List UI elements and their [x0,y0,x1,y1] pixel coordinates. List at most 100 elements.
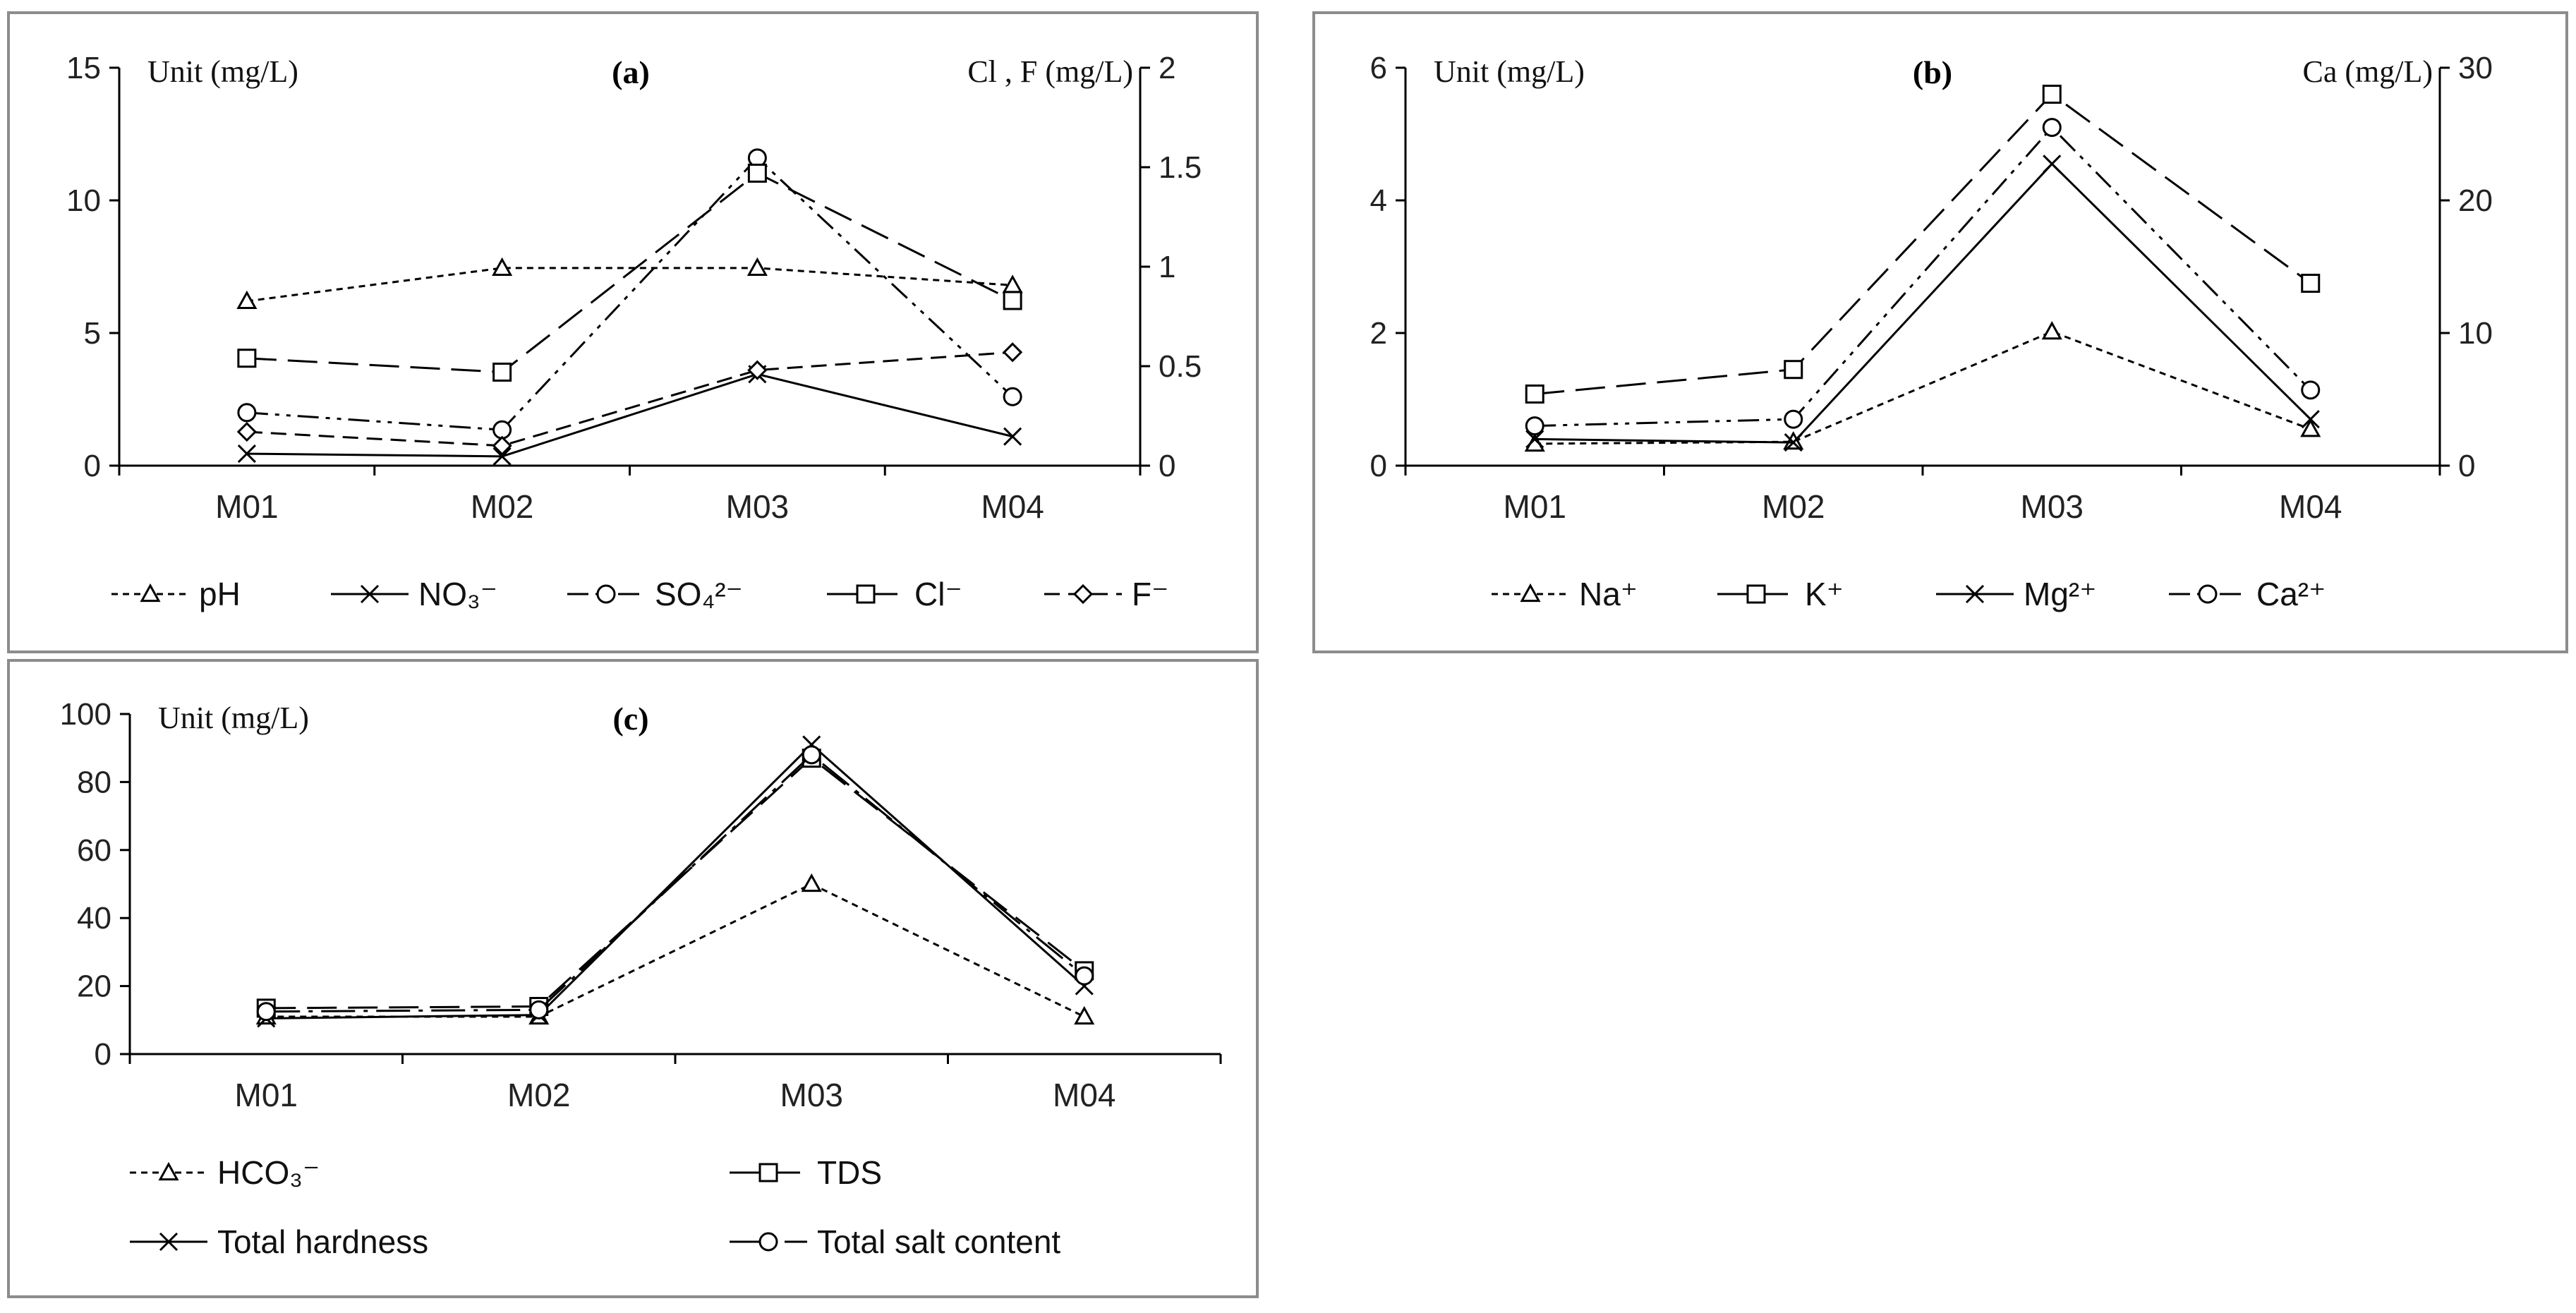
data-point [746,257,768,276]
data-point [492,435,512,456]
legend-marker [2198,584,2218,604]
x-tick-label: M01 [1504,488,1566,525]
x-tick-label: M01 [235,1077,298,1113]
legend-item: Ca²⁺ [2169,576,2326,612]
axes: 0 2 4 6 0 10 20 30 M01 M02 M03 M04 [1370,51,2493,525]
y-axis-title-left: Unit (mg/L) [147,54,298,89]
x-tick-label: M02 [471,488,533,525]
legend-label: Mg²⁺ [2024,576,2097,612]
data-point [1784,409,1803,429]
x-tick-label: M03 [780,1077,843,1113]
data-point [529,1000,549,1019]
data-point [1525,416,1544,436]
x-tick-label: M04 [981,488,1044,525]
data-point [801,873,822,893]
y-tick-label-right: 10 [2458,316,2493,351]
legend-label: Total hardness [217,1223,428,1260]
axes: 0 5 10 15 0 0.5 1 1.5 2 M01 M02 M03 M04 [66,51,1202,525]
legend-marker [1965,584,1985,604]
y-tick-label-left: 0 [84,449,101,483]
legend-item: TDS [730,1154,882,1191]
x-tick-label: M03 [726,488,789,525]
y-tick-label-left: 100 [60,697,111,732]
chart-panel-a: 0 5 10 15 0 0.5 1 1.5 2 M01 M02 M03 M04 Unit (mg/L) Cl… [7,11,1259,653]
data-point [1003,291,1022,310]
x-tick-label: M01 [215,488,278,525]
data-point [1003,387,1022,406]
series-1 [237,365,1022,466]
series-line [1535,126,2311,428]
y-axis-title-left: Unit (mg/L) [1434,54,1585,89]
legend-label: TDS [817,1154,882,1191]
y-tick-label-right: 1.5 [1159,150,1202,185]
y-tick-label-right: 0 [1159,449,1175,483]
y-tick-label-left: 5 [84,316,101,351]
y-tick-label-left: 15 [66,51,101,85]
legend-label: K⁺ [1805,576,1844,612]
legend-marker [758,1163,778,1182]
legend-label: Ca²⁺ [2256,576,2326,612]
data-point [492,447,512,466]
data-point [492,257,513,276]
chart-a: 0 5 10 15 0 0.5 1 1.5 2 M01 M02 M03 M04 Unit (mg/L) Cl… [66,51,1202,612]
data-point [256,1002,276,1022]
series-0 [1524,321,2321,452]
legend-marker [758,1232,778,1252]
legend-item: HCO₃⁻ [130,1154,320,1191]
y-tick-label-left: 0 [1370,449,1387,483]
data-point [236,290,258,309]
data-point [2300,418,2321,437]
data-point [2041,321,2062,340]
legend-label: pH [199,576,241,612]
series-line [246,373,1013,458]
legend: HCO₃⁻ TDS Total hardness Total salt content [130,1154,1060,1260]
data-point [492,362,512,382]
legend-item: Total hardness [130,1223,428,1260]
legend-marker [1746,584,1766,604]
chart-title: (a) [612,54,650,90]
series-line [246,267,1013,303]
x-tick-label: M04 [1053,1077,1115,1113]
series-2 [237,148,1022,440]
y-tick-label-right: 30 [2458,51,2493,85]
data-point [2042,85,2062,104]
data-point [1525,384,1544,404]
legend-item: pH [111,576,241,612]
legend-marker [158,1161,179,1181]
series-line [266,753,1085,1013]
y-tick-label-left: 0 [95,1037,111,1072]
data-point [1074,1005,1095,1025]
axes: 0 20 40 60 80 100 M01 M02 M03 M04 [60,697,1222,1113]
y-tick-label-left: 60 [77,833,111,868]
data-point [747,360,768,380]
data-point [802,745,821,765]
y-tick-label-right: 2 [1159,51,1175,85]
data-point [2042,118,2062,138]
legend-item: K⁺ [1717,576,1844,612]
data-point [1003,427,1022,446]
legend-marker [360,584,380,604]
series-line [246,156,1014,431]
series-3 [1525,118,2321,436]
y-axis-title-left: Unit (mg/L) [158,701,309,735]
series-line [246,171,1013,373]
series-line [1535,162,2311,444]
series-line [266,883,1085,1018]
series-0 [236,257,1023,309]
y-tick-label-left: 10 [66,183,101,218]
legend-item: NO₃⁻ [331,576,497,612]
y-tick-label-right: 20 [2458,183,2493,218]
legend-label: HCO₃⁻ [217,1154,320,1191]
chart-c: 0 20 40 60 80 100 M01 M02 M03 M04 Unit (mg/L) (c) HC… [60,697,1222,1260]
chart-panel-c: 0 20 40 60 80 100 M01 M02 M03 M04 Unit (mg/L) (c) HC… [7,659,1259,1298]
data-point [237,403,257,423]
legend-label: Na⁺ [1579,576,1638,612]
chart-a-svg: 0 5 10 15 0 0.5 1 1.5 2 M01 M02 M03 M04 Unit (mg/L) Cl… [66,51,1202,612]
y-axis-title-right: Ca (mg/L) [2302,54,2433,89]
legend-marker [140,583,161,603]
data-point [492,420,512,440]
legend-item: Mg²⁺ [1936,576,2097,612]
chart-title: (c) [612,701,648,737]
series-4 [236,342,1023,456]
y-tick-label-right: 1 [1159,250,1175,284]
